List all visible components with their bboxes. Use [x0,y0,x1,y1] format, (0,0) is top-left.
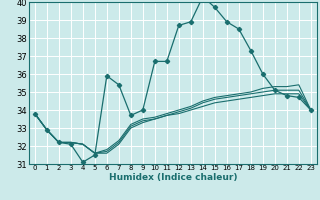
X-axis label: Humidex (Indice chaleur): Humidex (Indice chaleur) [108,173,237,182]
